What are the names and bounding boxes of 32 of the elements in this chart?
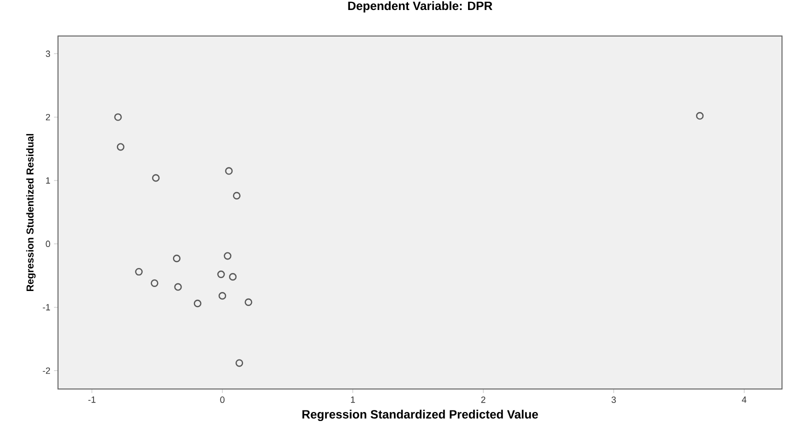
y-tick-label: 0 — [46, 240, 50, 248]
x-tick-label: 0 — [220, 396, 225, 403]
point — [696, 112, 704, 120]
point — [218, 292, 226, 300]
point — [152, 174, 160, 182]
y-tick-label: 3 — [46, 50, 50, 57]
x-tick-label: -1 — [88, 396, 96, 403]
point — [217, 270, 225, 278]
point — [174, 283, 182, 291]
point — [172, 254, 181, 262]
y-tick-label: 2 — [46, 114, 50, 120]
point — [236, 359, 244, 367]
x-tick-label: 1 — [351, 396, 355, 403]
point — [135, 268, 143, 276]
point — [224, 252, 232, 260]
point — [232, 192, 241, 200]
y-tick-label: -2 — [42, 367, 50, 374]
point — [114, 113, 122, 121]
x-tick-label: 4 — [742, 396, 746, 403]
point — [229, 273, 237, 281]
point — [116, 143, 124, 151]
point — [244, 298, 252, 306]
y-tick-label: 1 — [46, 177, 50, 184]
chart-title: Dependent Variable: DPR — [348, 1, 492, 12]
x-tick-label: 3 — [612, 396, 616, 403]
point — [225, 167, 233, 175]
x-tick-label: 2 — [481, 396, 486, 403]
point — [194, 300, 202, 308]
y-tick-label: -1 — [42, 304, 50, 310]
y-axis-title: Regression Studentized Residual — [26, 134, 36, 292]
point — [150, 279, 158, 287]
x-axis-title: Regression Standardized Predicted Value — [302, 410, 538, 422]
